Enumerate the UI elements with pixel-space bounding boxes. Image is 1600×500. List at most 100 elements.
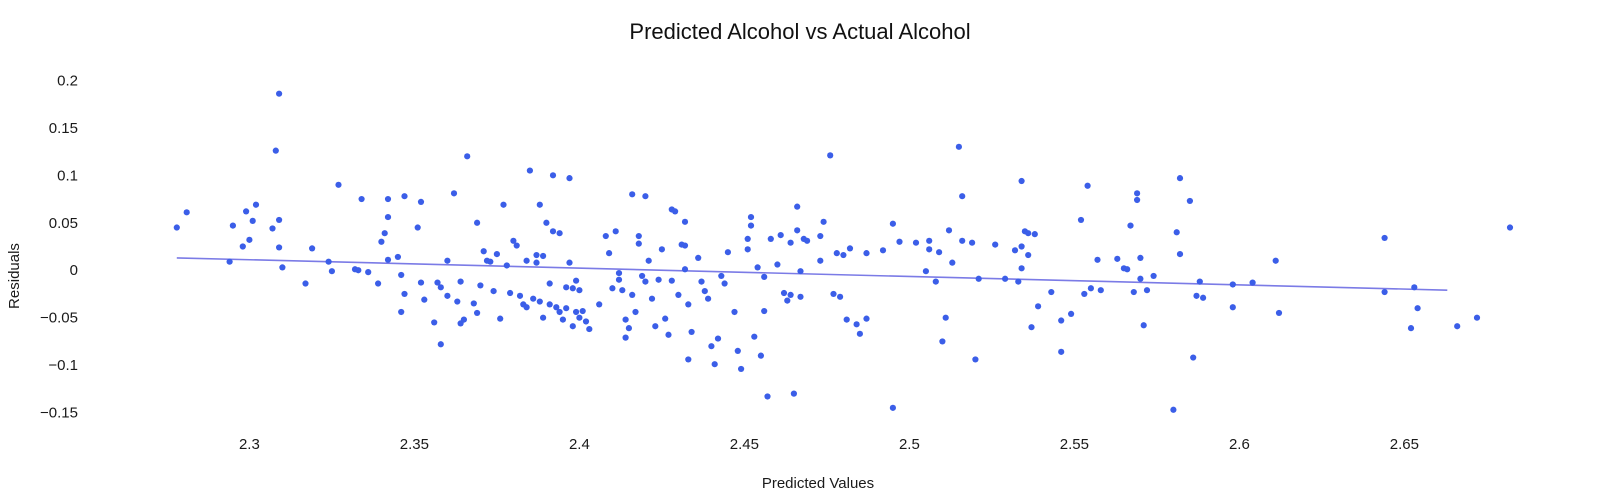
data-point [688, 328, 695, 336]
data-point [701, 288, 708, 295]
data-point [559, 316, 567, 323]
data-point [606, 250, 613, 257]
x-axis-label: Predicted Values [762, 475, 874, 492]
data-point [1018, 243, 1025, 250]
data-point [602, 232, 609, 240]
x-tick-label: 2.55 [1060, 436, 1089, 453]
data-point [777, 232, 784, 239]
data-point [1077, 216, 1085, 224]
data-point [1414, 305, 1421, 312]
data-point [1249, 279, 1256, 286]
data-point [1058, 317, 1065, 324]
data-point [744, 246, 751, 253]
data-point [747, 222, 755, 229]
data-point [665, 331, 672, 338]
data-point [747, 213, 755, 221]
data-point [252, 201, 260, 208]
data-point [757, 352, 765, 359]
data-point [1196, 278, 1203, 285]
x-tick-label: 2.4 [569, 436, 590, 453]
data-point [183, 209, 190, 216]
data-point [1190, 354, 1197, 361]
data-point [846, 245, 854, 252]
data-point [173, 224, 180, 231]
data-point [523, 257, 530, 264]
x-tick-label: 2.6 [1229, 436, 1250, 453]
data-point [1134, 196, 1141, 204]
data-point [889, 220, 897, 227]
data-point [1473, 314, 1481, 321]
y-tick-label: 0.15 [49, 120, 78, 137]
data-point [1176, 175, 1184, 182]
data-point [540, 314, 547, 321]
data-point [582, 318, 590, 325]
data-point [767, 235, 774, 243]
data-point [1229, 304, 1236, 311]
data-point [510, 237, 517, 244]
data-point [612, 228, 619, 235]
data-point [1035, 303, 1042, 310]
data-point [945, 227, 953, 234]
data-point [566, 175, 573, 182]
data-point [1018, 177, 1025, 185]
data-point [856, 330, 864, 337]
data-point [629, 291, 636, 299]
data-point [302, 280, 309, 287]
data-point [672, 208, 679, 215]
data-point [959, 237, 966, 244]
data-point [1114, 255, 1121, 262]
data-point [384, 213, 392, 221]
data-point [1084, 182, 1091, 189]
data-point [843, 316, 850, 323]
data-point [639, 272, 646, 280]
data-point [526, 167, 534, 174]
data-point [889, 404, 897, 411]
x-tick-label: 2.65 [1390, 436, 1419, 453]
data-point [1275, 309, 1283, 317]
data-point [249, 217, 256, 224]
data-point [272, 147, 279, 154]
data-point [955, 143, 963, 150]
data-point [398, 271, 405, 279]
data-point [1506, 224, 1514, 231]
data-point [309, 245, 316, 252]
data-point [417, 279, 425, 286]
data-point [959, 193, 966, 200]
data-point [833, 250, 840, 257]
data-point [1094, 256, 1101, 263]
data-point [563, 284, 570, 291]
data-point [335, 181, 342, 188]
data-point [229, 222, 236, 229]
data-point [276, 244, 283, 251]
data-point [926, 237, 933, 244]
data-point [384, 256, 392, 263]
y-tick-label: 0 [70, 262, 78, 279]
data-point [787, 291, 794, 299]
data-point [523, 304, 530, 311]
y-tick-label: −0.15 [40, 405, 78, 422]
data-point [381, 230, 388, 237]
data-point [437, 341, 444, 348]
data-point [1381, 234, 1388, 242]
data-point [460, 316, 467, 323]
data-point [398, 308, 405, 316]
data-point [975, 275, 982, 282]
data-point [681, 266, 689, 273]
data-point [533, 259, 540, 266]
data-point [553, 304, 560, 311]
data-point [896, 238, 903, 245]
data-point [642, 278, 649, 285]
data-point [1127, 222, 1134, 229]
data-point [596, 301, 603, 308]
x-tick-label: 2.3 [239, 436, 260, 453]
data-point [444, 257, 451, 264]
scatter-points [173, 90, 1514, 413]
data-point [546, 301, 553, 308]
data-point [507, 289, 514, 297]
data-point [1143, 287, 1151, 294]
data-point [797, 268, 804, 275]
data-point [817, 257, 824, 264]
data-point [790, 390, 798, 397]
data-point [863, 250, 870, 257]
data-point [464, 153, 471, 160]
